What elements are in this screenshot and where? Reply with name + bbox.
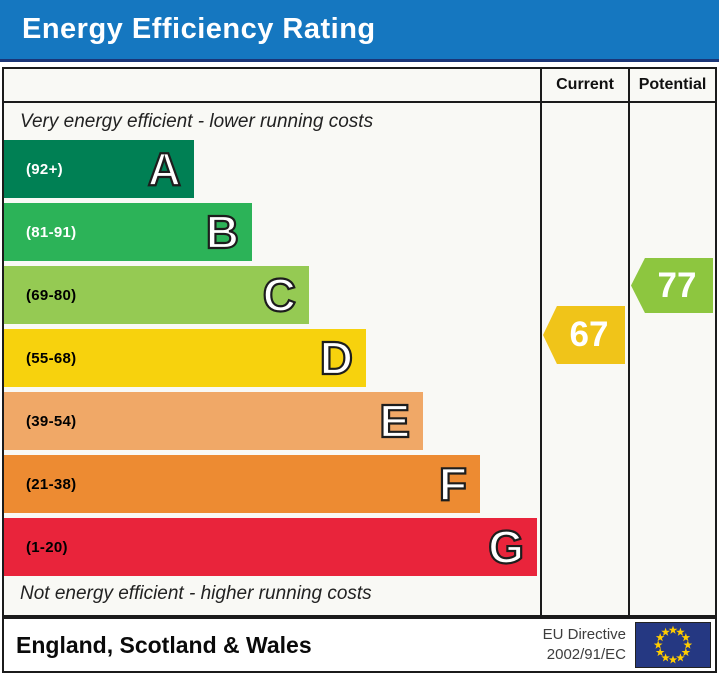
band-f: (21-38) F (4, 455, 480, 513)
band-e: (39-54) E (4, 392, 423, 450)
band-b: (81-91) B (4, 203, 252, 261)
title-bar: Energy Efficiency Rating (0, 0, 719, 62)
band-c-range: (69-80) (26, 286, 77, 304)
band-c-letter: C (262, 269, 297, 321)
eu-flag-icon (635, 622, 711, 668)
band-g-letter: G (487, 521, 525, 573)
current-value: 67 (569, 315, 609, 354)
page-title: Energy Efficiency Rating (22, 13, 376, 45)
band-g: (1-20) G (4, 518, 537, 576)
top-note: Very energy efficient - lower running co… (20, 111, 374, 132)
current-marker: 67 (543, 306, 625, 364)
band-f-range: (21-38) (26, 475, 77, 493)
column-header-row: Current Potential (4, 69, 715, 103)
band-f-letter: F (438, 458, 468, 510)
epc-chart: Current Potential Very energy efficient … (2, 67, 717, 617)
potential-marker: 77 (631, 258, 713, 313)
current-column-divider (540, 69, 542, 615)
band-b-range: (81-91) (26, 223, 77, 241)
band-c: (69-80) C (4, 266, 309, 324)
band-a-letter: A (147, 143, 182, 195)
band-e-letter: E (378, 395, 411, 447)
potential-column-header: Potential (638, 76, 707, 93)
footer: England, Scotland & Wales EU Directive 2… (2, 617, 717, 673)
potential-column-divider (628, 69, 630, 615)
band-d-range: (55-68) (26, 349, 77, 367)
region-label: England, Scotland & Wales (16, 631, 312, 658)
eu-directive-line2: 2002/91/EC (546, 646, 626, 663)
band-b-letter: B (205, 206, 240, 258)
band-d: (55-68) D (4, 329, 366, 387)
eu-directive-label: EU Directive 2002/91/EC (543, 625, 626, 665)
current-column-header: Current (556, 76, 614, 93)
bottom-note: Not energy efficient - higher running co… (20, 583, 372, 604)
band-d-letter: D (319, 332, 354, 384)
band-a: (92+) A (4, 140, 194, 198)
band-g-range: (1-20) (26, 538, 68, 556)
band-e-range: (39-54) (26, 412, 77, 430)
potential-value: 77 (657, 265, 697, 305)
eu-directive-line1: EU Directive (542, 626, 626, 643)
band-a-range: (92+) (26, 160, 63, 178)
